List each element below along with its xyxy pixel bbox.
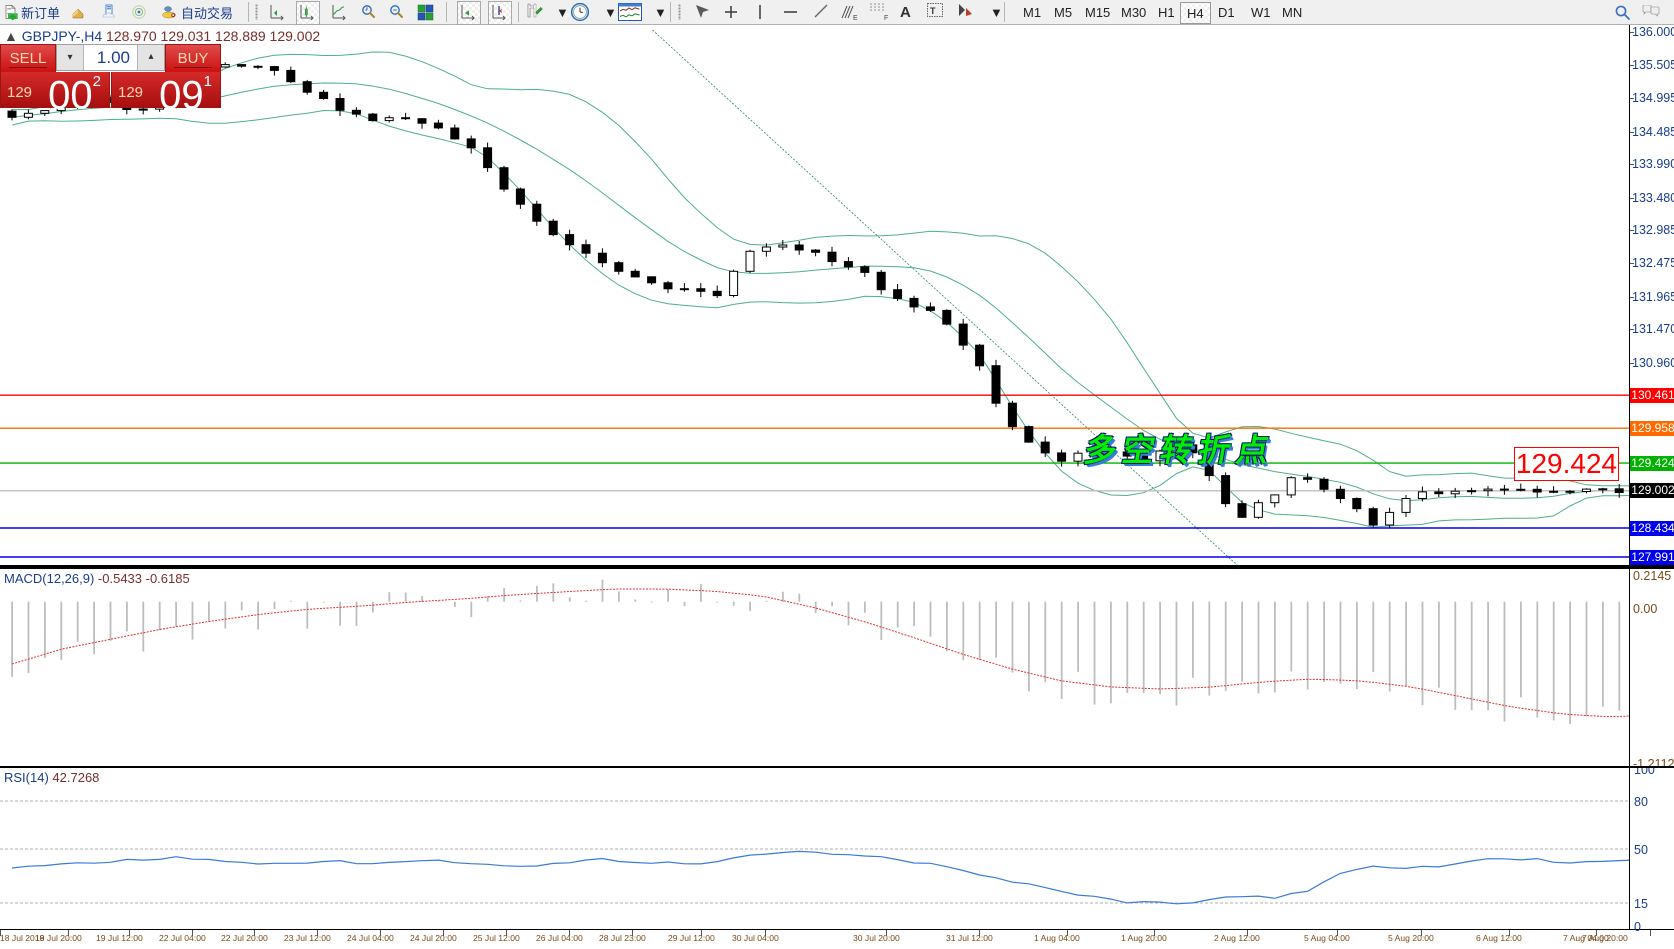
svg-text:E: E: [853, 15, 858, 21]
svg-text:T: T: [930, 6, 936, 16]
svg-text:F: F: [884, 15, 888, 21]
